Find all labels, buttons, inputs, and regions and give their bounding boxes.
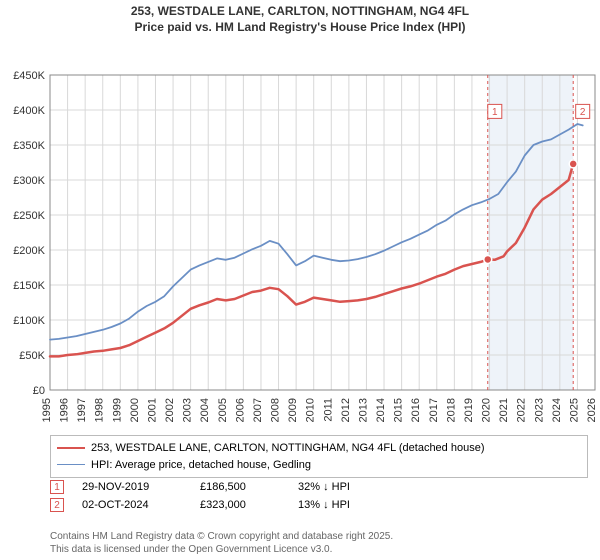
legend-swatch [57, 464, 85, 465]
x-tick-label: 2000 [129, 398, 141, 422]
transaction-row: 2 02-OCT-2024 £323,000 13% ↓ HPI [50, 496, 588, 514]
chart-title: 253, WESTDALE LANE, CARLTON, NOTTINGHAM,… [0, 0, 600, 35]
transaction-marker: 2 [50, 498, 64, 512]
y-tick-label: £0 [33, 385, 45, 397]
x-tick-label: 2011 [322, 398, 334, 422]
transaction-pct: 32% ↓ HPI [298, 481, 388, 493]
attribution-line-2: This data is licensed under the Open Gov… [50, 543, 588, 556]
transaction-pct: 13% ↓ HPI [298, 499, 388, 511]
transaction-price: £186,500 [200, 481, 280, 493]
title-line-1: 253, WESTDALE LANE, CARLTON, NOTTINGHAM,… [0, 4, 600, 20]
legend-swatch [57, 447, 85, 449]
x-tick-label: 2023 [533, 398, 545, 422]
legend-item: 253, WESTDALE LANE, CARLTON, NOTTINGHAM,… [57, 440, 581, 457]
chart-area: £0 £50K £100K £150K £200K £250K £300K £350K £400… [0, 35, 600, 430]
transaction-price: £323,000 [200, 499, 280, 511]
x-tick-label: 1997 [76, 398, 88, 422]
legend-label: 253, WESTDALE LANE, CARLTON, NOTTINGHAM,… [91, 440, 484, 457]
legend: 253, WESTDALE LANE, CARLTON, NOTTINGHAM,… [50, 435, 588, 478]
x-tick-label: 2007 [252, 398, 264, 422]
attribution-line-1: Contains HM Land Registry data © Crown c… [50, 530, 588, 543]
transaction-date: 02-OCT-2024 [82, 499, 182, 511]
y-tick-label: £450K [13, 70, 45, 82]
y-tick-label: £350K [13, 140, 45, 152]
x-tick-label: 2020 [481, 398, 493, 422]
x-tick-label: 1999 [111, 398, 123, 422]
x-tick-label: 2010 [305, 398, 317, 422]
x-tick-label: 2022 [516, 398, 528, 422]
y-tick-label: £300K [13, 175, 45, 187]
x-tick-label: 1995 [41, 398, 53, 422]
x-tick-label: 2005 [217, 398, 229, 422]
attribution: Contains HM Land Registry data © Crown c… [50, 530, 588, 556]
y-tick-label: £150K [13, 280, 45, 292]
x-tick-label: 2021 [498, 398, 510, 422]
x-tick-label: 2002 [164, 398, 176, 422]
marker-label-1: 1 [492, 107, 498, 118]
title-line-2: Price paid vs. HM Land Registry's House … [0, 20, 600, 36]
legend-item: HPI: Average price, detached house, Gedl… [57, 457, 581, 474]
x-tick-label: 2012 [340, 398, 352, 422]
x-tick-label: 2013 [357, 398, 369, 422]
transaction-marker: 1 [50, 480, 64, 494]
x-tick-label: 1998 [94, 398, 106, 422]
x-tick-label: 2024 [551, 398, 563, 422]
x-tick-label: 2017 [428, 398, 440, 422]
x-tick-label: 2009 [287, 398, 299, 422]
y-tick-label: £50K [19, 350, 45, 362]
x-tick-label: 2001 [146, 398, 158, 422]
x-tick-label: 2004 [199, 398, 211, 422]
y-tick-label: £200K [13, 245, 45, 257]
x-tick-label: 2019 [463, 398, 475, 422]
x-tick-label: 2006 [234, 398, 246, 422]
y-tick-label: £100K [13, 315, 45, 327]
y-tick-label: £400K [13, 105, 45, 117]
shaded-band [488, 75, 573, 390]
legend-label: HPI: Average price, detached house, Gedl… [91, 457, 311, 474]
y-tick-label: £250K [13, 210, 45, 222]
transactions-table: 1 29-NOV-2019 £186,500 32% ↓ HPI 2 02-OCT-202… [50, 478, 588, 514]
x-tick-label: 2015 [393, 398, 405, 422]
line-chart-svg: £0 £50K £100K £150K £200K £250K £300K £350K £400… [0, 35, 600, 430]
marker-label-2: 2 [580, 107, 586, 118]
x-tick-label: 2018 [445, 398, 457, 422]
x-tick-label: 2014 [375, 398, 387, 422]
transaction-date: 29-NOV-2019 [82, 481, 182, 493]
x-tick-label: 2003 [182, 398, 194, 422]
marker-dot-2 [569, 160, 577, 168]
transaction-row: 1 29-NOV-2019 £186,500 32% ↓ HPI [50, 478, 588, 496]
x-tick-label: 1996 [59, 398, 71, 422]
x-tick-label: 2026 [586, 398, 598, 422]
x-tick-label: 2008 [270, 398, 282, 422]
x-tick-label: 2016 [410, 398, 422, 422]
marker-dot-1 [484, 256, 492, 264]
x-tick-label: 2025 [568, 398, 580, 422]
